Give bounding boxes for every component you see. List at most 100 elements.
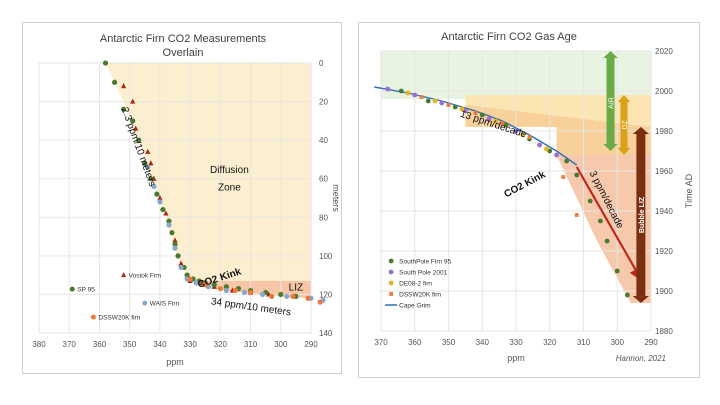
data-point [290,293,296,299]
data-point [148,160,154,166]
bubble-liz-arrow-label: Bubble LIZ [639,196,646,233]
data-point [385,86,391,92]
x-tick-label: 370 [63,340,77,349]
x-tick-label: 300 [274,340,288,349]
x-tick-label: 340 [476,338,490,347]
y-tick-label: 0 [319,59,324,68]
data-point [111,79,118,85]
data-point [554,152,559,158]
data-point [178,260,184,266]
data-point [145,148,151,154]
data-point [223,287,229,294]
data-point [405,90,411,96]
bubble-liz-area [556,155,651,303]
dz-arrow [617,95,631,155]
x-tick-label: 310 [577,338,591,347]
x-tick-label: 380 [32,340,46,349]
x-axis-label: ppm [507,353,525,363]
data-point [527,135,532,139]
data-point [574,213,579,217]
data-point [486,116,492,122]
right-chart-svg: 370 360 350 340 330 320 310 300 290 2020 2000 1980 1… [374,31,694,363]
data-point [317,299,323,305]
data-point [564,158,570,164]
data-point [520,132,526,138]
data-point [154,191,160,197]
x-tick-label: 370 [374,338,388,347]
data-point [130,98,136,104]
data-point [260,291,266,298]
data-point [597,218,603,224]
legend-marker [388,269,394,275]
x-tick-label: 360 [408,338,422,347]
bubble-liz-arrow [632,127,649,303]
x-tick-label: 360 [93,340,107,349]
legend-marker [69,286,75,292]
data-point [479,112,485,118]
data-point [166,222,172,228]
data-point [537,142,543,148]
data-point [419,95,424,99]
y-tick-label: 140 [319,329,333,338]
data-point [172,237,178,243]
legend-label: Vostok Firn [129,273,162,280]
data-point [493,118,499,124]
y-tick-label: 40 [319,136,328,145]
y-tick-label: 1940 [655,207,673,216]
y-tick-label: 1920 [655,247,673,256]
data-point [587,198,593,204]
y-tick-label: 80 [319,213,328,222]
x-tick-label: 350 [123,340,137,349]
data-point [148,176,154,182]
data-point [175,253,181,259]
x-tick-label: 320 [214,340,228,349]
x-tick-label: 320 [543,338,557,347]
y-tick-label: 2020 [655,47,673,56]
x-tick-label: 290 [644,338,658,347]
data-point [211,282,217,288]
legend-label: SP 95 [77,287,95,294]
data-point [503,122,509,128]
data-point [561,175,566,179]
data-point [574,172,580,178]
legend-label: Cape Grim [399,303,430,310]
legend-label: South Pole 2001 [399,270,447,277]
legend-label: DSSW20K firn [98,315,140,322]
y-tick-label: 1960 [655,167,673,176]
x-tick-label: 290 [304,340,318,349]
data-point [232,287,239,294]
data-point [604,238,610,244]
left-chart-title: Antarctic Firn CO2 Measurements [100,33,267,45]
x-tick-label: 340 [153,340,167,349]
dz-arrow-label: DZ [622,120,629,130]
legend-marker [121,272,127,278]
y-tick-label: 120 [319,290,333,299]
data-point [513,128,519,134]
x-tick-label: 330 [183,340,197,349]
diffusion-zone-area [105,63,311,281]
diffusion-zone-label: Diffusion [210,165,249,176]
data-point [439,100,445,106]
data-point [157,199,163,205]
y-tick-label: 2000 [655,87,673,96]
legend-marker [388,258,394,264]
right-chart-panel: 370 360 350 340 330 320 310 300 290 2020 2000 1980 1… [358,22,700,378]
x-axis-label: ppm [166,357,184,367]
y-tick-label: 60 [319,175,328,184]
data-point [102,60,109,66]
legend-label: WAIS Firn [150,301,180,308]
legend-label: DE08-2 firn [399,281,432,288]
data-point [184,272,190,278]
data-point [202,282,208,288]
data-point [459,106,465,112]
data-point [269,293,275,299]
data-point [614,268,620,274]
data-point [136,137,142,143]
lower-slope-arrow [575,166,642,281]
left-chart-subtitle: Overlain [163,47,204,59]
y-tick-label: 1900 [655,287,673,296]
data-point [193,280,199,286]
data-point [543,146,549,152]
data-point [121,83,127,89]
legend-marker [388,280,394,286]
